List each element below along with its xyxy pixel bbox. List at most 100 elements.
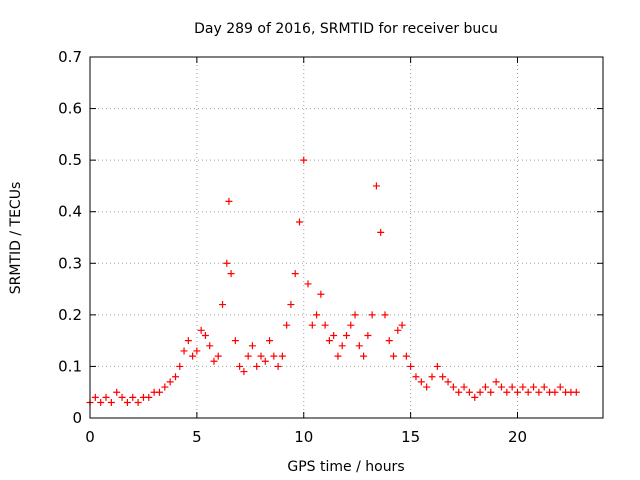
x-tick-label: 10 bbox=[294, 428, 313, 446]
data-point bbox=[155, 388, 163, 396]
data-point bbox=[197, 326, 205, 334]
data-point bbox=[97, 399, 105, 407]
data-point bbox=[214, 352, 222, 360]
data-point bbox=[304, 280, 312, 288]
data-point bbox=[476, 388, 484, 396]
data-point bbox=[313, 311, 321, 319]
data-point bbox=[360, 352, 368, 360]
data-point bbox=[398, 321, 406, 329]
data-point bbox=[471, 393, 479, 401]
x-tick-label: 5 bbox=[192, 428, 202, 446]
data-point bbox=[295, 218, 303, 226]
data-point bbox=[325, 337, 333, 345]
x-tick-label: 15 bbox=[401, 428, 420, 446]
x-axis-title: GPS time / hours bbox=[287, 459, 404, 475]
data-point bbox=[166, 378, 174, 386]
data-point bbox=[189, 352, 197, 360]
data-point bbox=[535, 388, 543, 396]
data-point bbox=[377, 228, 385, 236]
data-point bbox=[390, 352, 398, 360]
data-point bbox=[274, 362, 282, 370]
data-point bbox=[343, 331, 350, 339]
data-point bbox=[428, 373, 436, 381]
data-point bbox=[381, 311, 389, 319]
data-point bbox=[283, 321, 291, 329]
data-point bbox=[317, 290, 325, 298]
x-tick-label: 0 bbox=[85, 428, 95, 446]
data-point bbox=[91, 393, 99, 401]
data-point bbox=[481, 383, 489, 391]
data-point bbox=[364, 331, 372, 339]
data-point bbox=[201, 331, 209, 339]
data-point bbox=[556, 383, 564, 391]
data-point bbox=[257, 352, 265, 360]
y-tick-label: 0.6 bbox=[58, 100, 82, 118]
y-tick-label: 0.4 bbox=[58, 203, 82, 221]
chart-title: Day 289 of 2016, SRMTID for receiver buc… bbox=[194, 21, 498, 37]
data-point bbox=[497, 383, 505, 391]
data-point bbox=[145, 393, 153, 401]
data-point bbox=[244, 352, 252, 360]
data-point bbox=[300, 156, 308, 164]
data-point bbox=[394, 326, 402, 334]
data-point bbox=[308, 321, 316, 329]
data-point bbox=[407, 362, 415, 370]
data-point bbox=[248, 342, 256, 350]
data-point bbox=[266, 337, 274, 345]
data-point bbox=[503, 388, 511, 396]
data-point bbox=[225, 197, 233, 205]
data-point bbox=[113, 388, 121, 396]
data-point bbox=[270, 352, 278, 360]
data-point bbox=[223, 259, 231, 267]
data-point bbox=[236, 362, 244, 370]
data-point bbox=[330, 331, 338, 339]
data-point bbox=[417, 378, 425, 386]
data-point bbox=[227, 270, 235, 278]
data-point bbox=[351, 311, 359, 319]
data-point bbox=[423, 383, 431, 391]
data-point bbox=[412, 373, 420, 381]
data-point bbox=[519, 383, 527, 391]
data-point bbox=[372, 182, 380, 190]
data-point bbox=[123, 399, 131, 407]
data-point bbox=[253, 362, 261, 370]
data-point bbox=[161, 383, 169, 391]
data-points bbox=[86, 156, 580, 407]
data-point bbox=[261, 357, 269, 365]
data-point bbox=[514, 388, 521, 396]
data-point bbox=[347, 321, 355, 329]
data-point bbox=[184, 337, 192, 345]
x-tick-label: 20 bbox=[508, 428, 527, 446]
y-tick-label: 0.2 bbox=[58, 306, 82, 324]
y-tick-label: 0.5 bbox=[58, 151, 82, 169]
data-point bbox=[508, 383, 516, 391]
data-point bbox=[129, 393, 137, 401]
data-point bbox=[118, 393, 126, 401]
data-point bbox=[278, 352, 286, 360]
data-point bbox=[321, 321, 329, 329]
data-point bbox=[231, 337, 239, 345]
data-point bbox=[402, 352, 410, 360]
data-point bbox=[487, 388, 495, 396]
data-point bbox=[551, 388, 559, 396]
data-point bbox=[206, 342, 214, 350]
data-point bbox=[540, 383, 548, 391]
data-point bbox=[465, 388, 473, 396]
data-point bbox=[385, 337, 393, 345]
grid-lines bbox=[90, 57, 603, 418]
data-point bbox=[287, 301, 295, 309]
data-point bbox=[439, 373, 447, 381]
data-point bbox=[172, 373, 179, 381]
data-point bbox=[368, 311, 376, 319]
data-point bbox=[102, 393, 110, 401]
y-axis-title: SRMTID / TECUs bbox=[8, 182, 24, 295]
data-point bbox=[134, 399, 142, 407]
data-point bbox=[210, 357, 218, 365]
data-point bbox=[355, 342, 363, 350]
data-point bbox=[460, 383, 468, 391]
data-point bbox=[433, 362, 441, 370]
axis-ticks: 0 0.1 0.2 0.3 0.4 0.5 0.6 0.7 0 5 10 15 20 bbox=[58, 48, 603, 446]
y-tick-label: 0.1 bbox=[58, 357, 82, 375]
data-point bbox=[219, 301, 227, 309]
